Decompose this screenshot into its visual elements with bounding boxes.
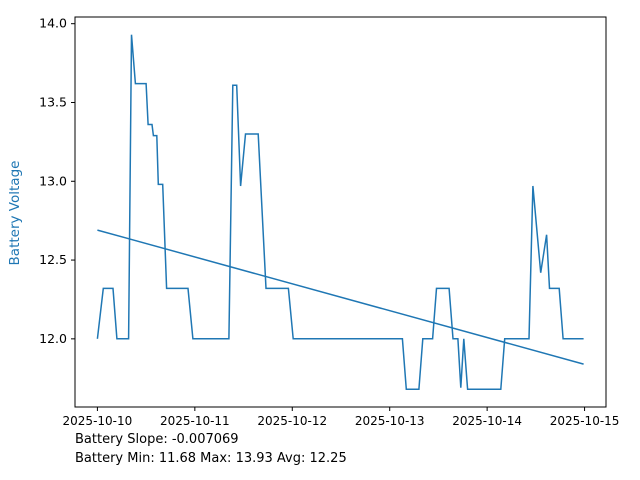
trend-line xyxy=(97,229,584,365)
y-axis-label: Battery Voltage xyxy=(7,160,23,266)
x-tick-label: 2025-10-14 xyxy=(452,414,522,428)
axes-spines xyxy=(74,16,607,408)
y-tick-label: 13.5 xyxy=(39,94,67,109)
y-tick-label: 12.0 xyxy=(39,331,67,346)
slope-annotation: Battery Slope: -0.007069 xyxy=(75,432,239,447)
x-tick-label: 2025-10-13 xyxy=(355,414,425,428)
x-tick-label: 2025-10-11 xyxy=(160,414,230,428)
stats-annotation: Battery Min: 11.68 Max: 13.93 Avg: 12.25 xyxy=(75,451,347,466)
battery-voltage-line xyxy=(96,34,584,391)
x-tick-label: 2025-10-10 xyxy=(63,414,133,428)
x-tick-label: 2025-10-12 xyxy=(257,414,327,428)
y-tick-label: 12.5 xyxy=(39,252,67,267)
y-tick-label: 14.0 xyxy=(39,16,67,31)
y-tick-label: 13.0 xyxy=(39,173,67,188)
x-tick-label: 2025-10-15 xyxy=(550,414,620,428)
